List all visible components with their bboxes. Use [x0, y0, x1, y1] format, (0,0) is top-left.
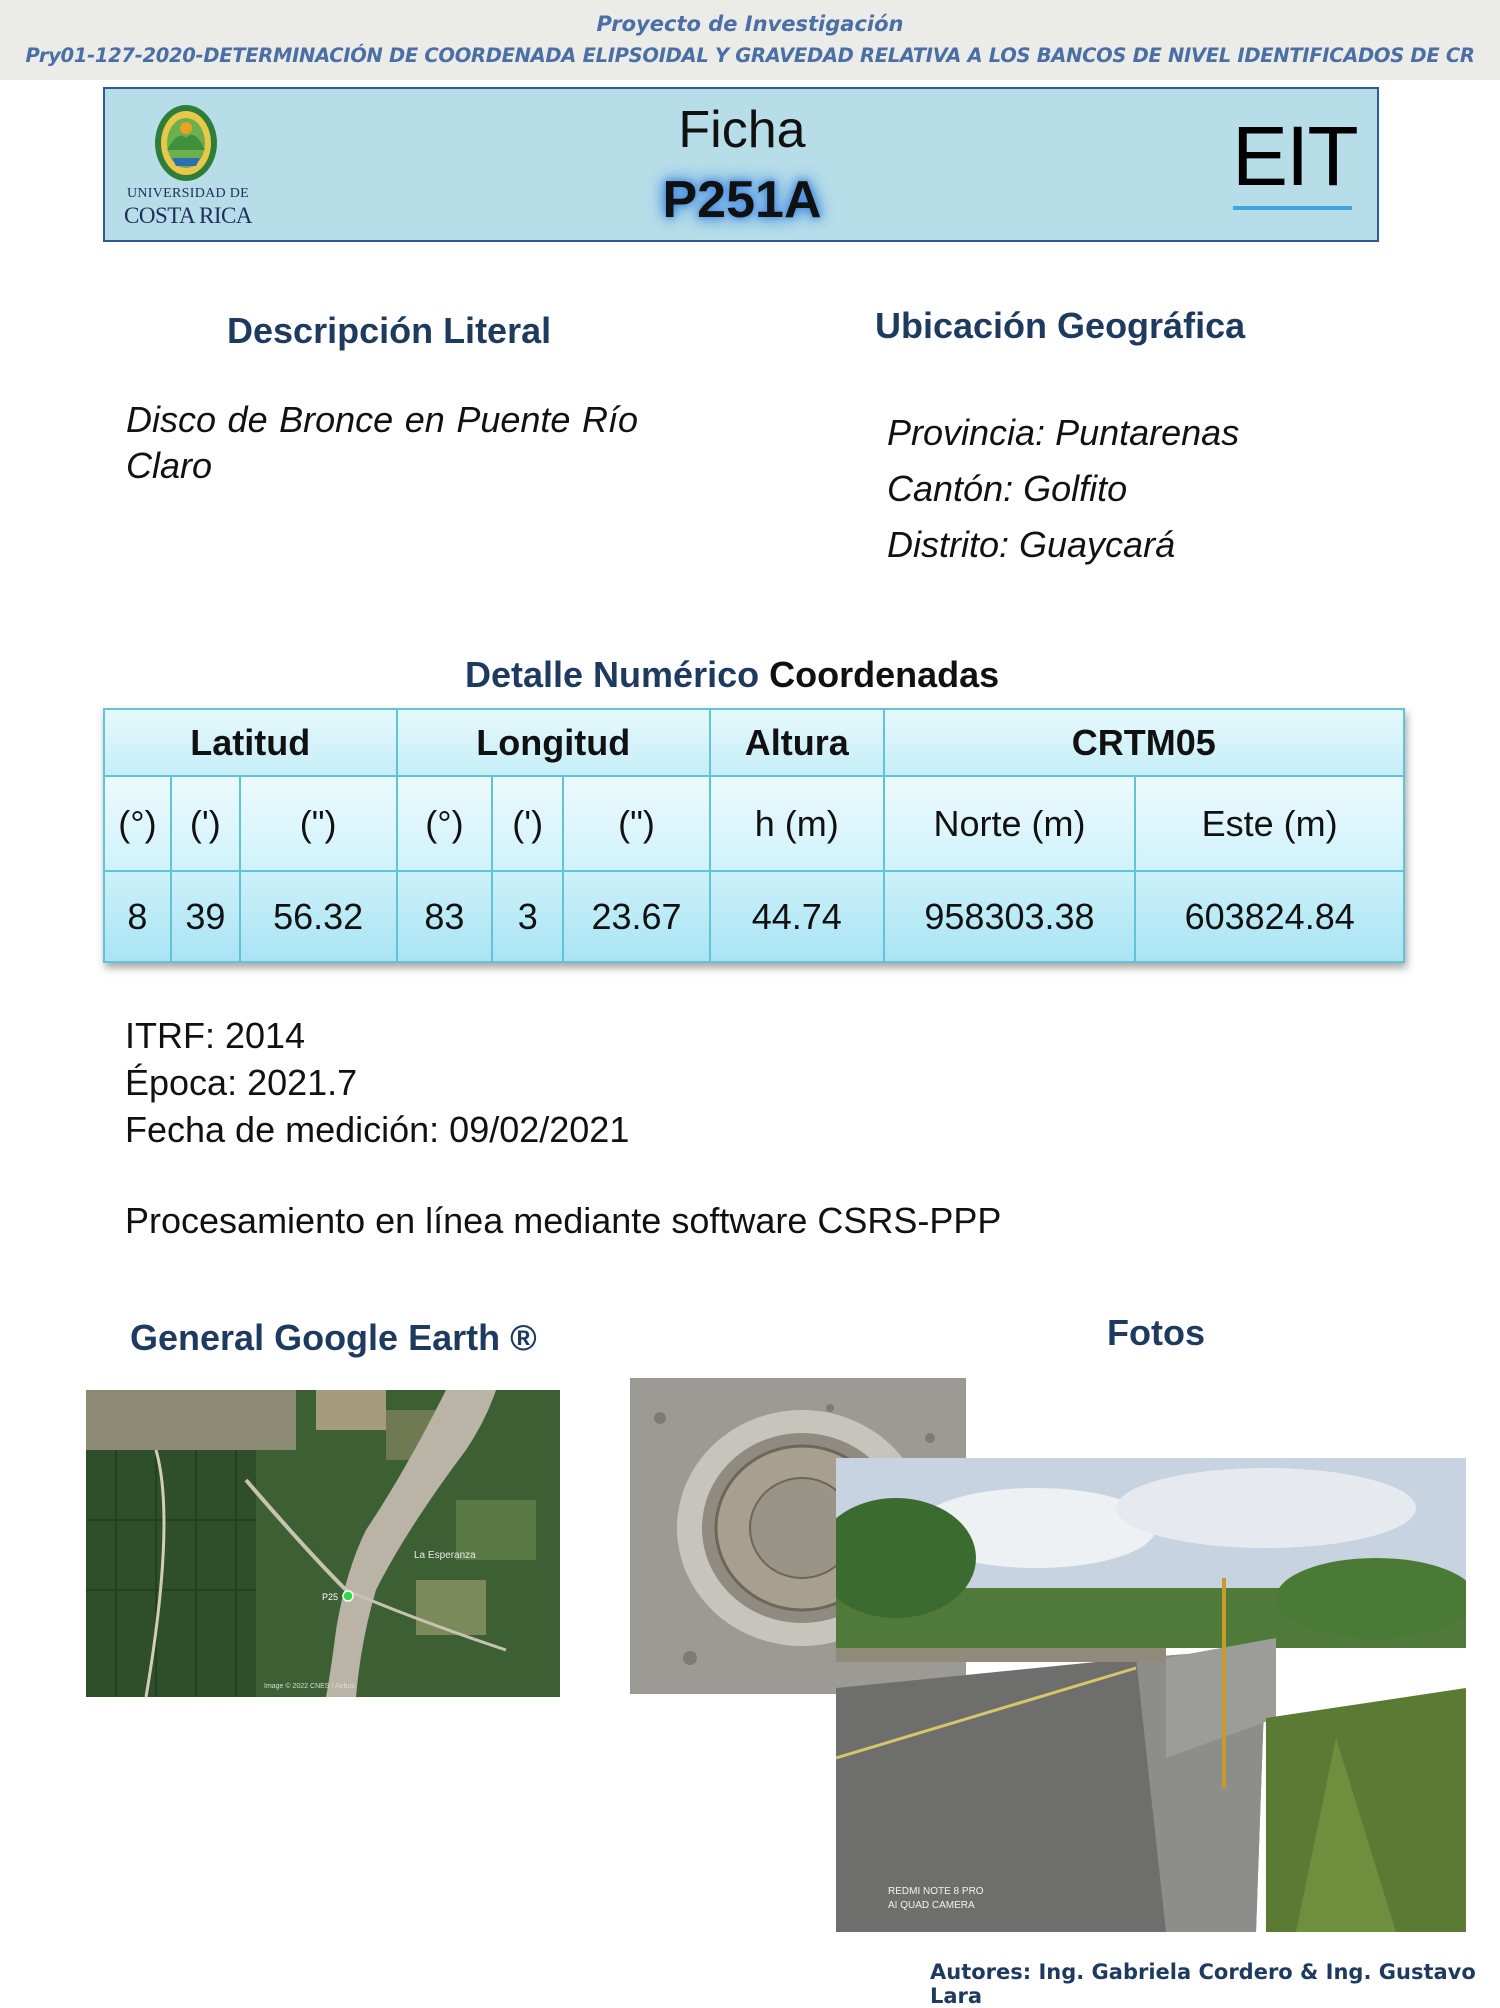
- group-header-altura: Altura: [708, 708, 885, 777]
- map-town-label: La Esperanza: [414, 1550, 476, 1561]
- coordinates-table: Latitud Longitud Altura CRTM05 (°) (') (…: [103, 708, 1406, 963]
- map-heading: General Google Earth ®: [130, 1317, 537, 1358]
- table-units-row: (°) (') (") (°) (') (") h (m) Norte (m) …: [103, 775, 1405, 872]
- ficha-label: Ficha: [678, 101, 806, 159]
- unit-cell: (°): [395, 775, 494, 872]
- benchmark-code: P251A: [662, 171, 822, 229]
- unit-cell: Este (m): [1134, 775, 1405, 872]
- university-logo-icon: [155, 105, 217, 181]
- group-header-longitud: Longitud: [395, 708, 711, 777]
- value-cell: 23.67: [562, 870, 711, 963]
- value-cell: 44.74: [708, 870, 885, 963]
- unit-cell: ("): [238, 775, 398, 872]
- value-cell: 56.32: [238, 870, 398, 963]
- group-header-latitud: Latitud: [103, 708, 398, 777]
- fecha-medicion: Fecha de medición: 09/02/2021: [125, 1109, 630, 1150]
- table-values-row: 8 39 56.32 83 3 23.67 44.74 958303.38 60…: [103, 870, 1405, 963]
- authors-footer: Autores: Ing. Gabriela Cordero & Ing. Gu…: [930, 1960, 1476, 2008]
- epoca: Época: 2021.7: [125, 1062, 358, 1103]
- header-box: [103, 87, 1379, 242]
- eit-underline: [1233, 206, 1352, 210]
- unit-cell: ('): [169, 775, 241, 872]
- eit-logo: EIT: [1232, 109, 1359, 203]
- unit-cell: ('): [491, 775, 565, 872]
- satellite-map-graphic: La Esperanza P25 Image © 2022 CNES / Air…: [86, 1390, 560, 1697]
- unit-cell: h (m): [708, 775, 885, 872]
- value-cell: 8: [103, 870, 172, 963]
- project-subtitle: Pry01-127-2020-DETERMINACIÓN DE COORDENA…: [25, 44, 1475, 67]
- canton: Cantón: Golfito: [887, 468, 1128, 509]
- value-cell: 83: [395, 870, 494, 963]
- satellite-map-image: La Esperanza P25 Image © 2022 CNES / Air…: [86, 1390, 560, 1697]
- group-header-crtm05: CRTM05: [882, 708, 1406, 777]
- unit-cell: ("): [562, 775, 711, 872]
- detalle-heading-part2: Coordenadas: [769, 654, 1000, 695]
- detalle-heading-part1: Detalle Numérico: [465, 654, 760, 695]
- unit-cell: (°): [103, 775, 172, 872]
- provincia: Provincia: Puntarenas: [887, 412, 1240, 453]
- photo-stamp-line1: REDMI NOTE 8 PRO: [888, 1886, 984, 1897]
- value-cell: 958303.38: [882, 870, 1137, 963]
- photos-heading: Fotos: [1107, 1312, 1205, 1353]
- value-cell: 39: [169, 870, 241, 963]
- unit-cell: Norte (m): [882, 775, 1137, 872]
- value-cell: 603824.84: [1134, 870, 1405, 963]
- ubicacion-heading: Ubicación Geográfica: [875, 305, 1246, 346]
- metadata-block: ITRF: 2014 Época: 2021.7 Fecha de medici…: [125, 1012, 629, 1153]
- ubicacion-block: Provincia: Puntarenas Cantón: Golfito Di…: [887, 405, 1239, 573]
- itrf: ITRF: 2014: [125, 1015, 306, 1056]
- project-banner: [0, 0, 1500, 80]
- logo-text-line2: COSTA RICA: [124, 203, 253, 228]
- procesamiento: Procesamiento en línea mediante software…: [125, 1200, 1002, 1241]
- photo-stamp-line2: AI QUAD CAMERA: [888, 1900, 975, 1911]
- bridge-graphic: REDMI NOTE 8 PRO AI QUAD CAMERA: [836, 1458, 1466, 1932]
- bridge-photo: REDMI NOTE 8 PRO AI QUAD CAMERA: [836, 1458, 1466, 1932]
- map-marker-label: P25: [322, 1592, 338, 1602]
- project-title: Proyecto de Investigación: [596, 12, 904, 36]
- value-cell: 3: [491, 870, 565, 963]
- descripcion-text: Disco de Bronce en Puente Río Claro: [126, 399, 638, 486]
- detalle-heading: Detalle Numérico Coordenadas: [465, 654, 999, 696]
- distrito: Distrito: Guaycará: [887, 524, 1176, 565]
- descripcion-heading: Descripción Literal: [227, 310, 552, 351]
- logo-text-line1: UNIVERSIDAD DE: [126, 186, 250, 201]
- map-credit: Image © 2022 CNES / Airbus: [264, 1682, 355, 1690]
